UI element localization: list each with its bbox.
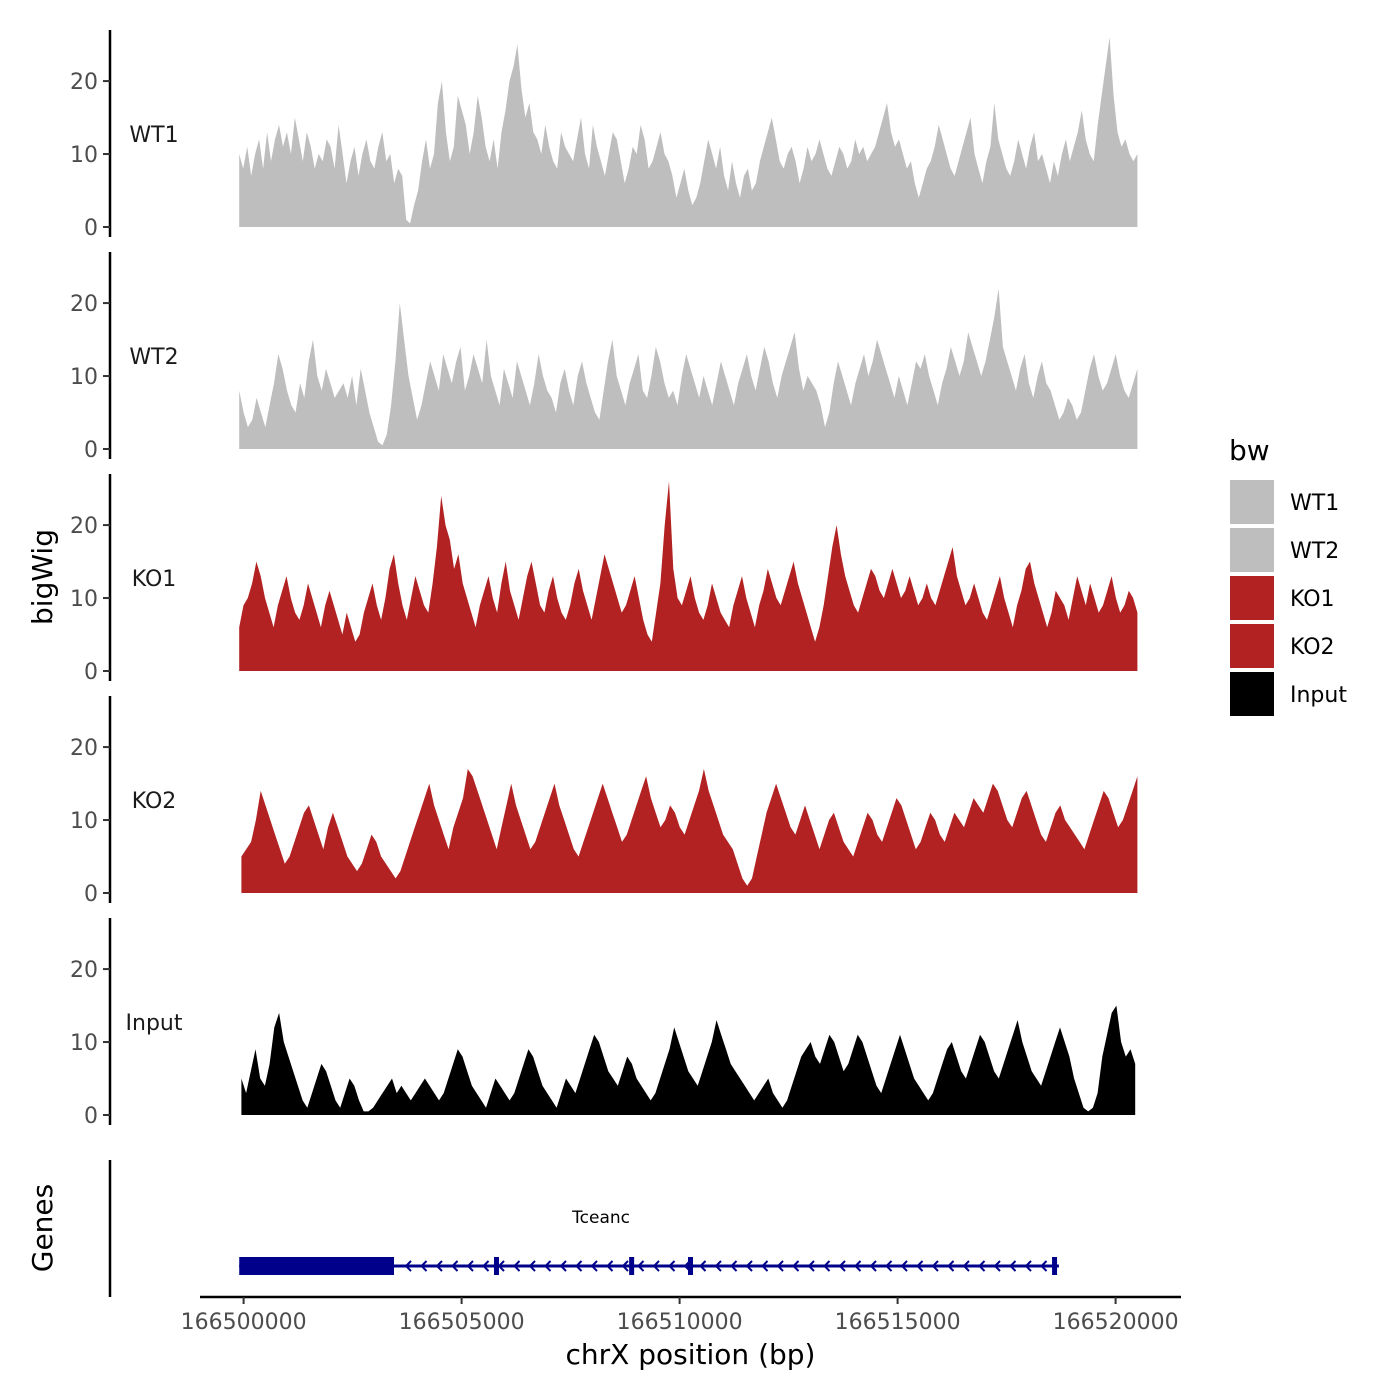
y-tick-label-ko1-10: 10 bbox=[70, 587, 98, 612]
signal-area-input bbox=[241, 1005, 1136, 1115]
gene-strand-arrow bbox=[745, 1260, 753, 1272]
gene-strand-arrow bbox=[513, 1260, 521, 1272]
gene-strand-arrow bbox=[544, 1260, 552, 1272]
y-tick-label-wt1-20: 20 bbox=[70, 70, 98, 95]
gene-strand-arrow bbox=[730, 1260, 738, 1272]
track-label-wt1: WT1 bbox=[129, 123, 178, 148]
gene-strand-arrow bbox=[978, 1260, 986, 1272]
legend-swatch-input bbox=[1230, 672, 1274, 716]
signal-area-ko2 bbox=[241, 769, 1138, 893]
track-label-input: Input bbox=[126, 1011, 183, 1036]
legend-label-wt1: WT1 bbox=[1290, 491, 1339, 516]
gene-strand-arrow bbox=[854, 1260, 862, 1272]
gene-strand-arrow bbox=[916, 1260, 924, 1272]
gene-strand-arrow bbox=[606, 1260, 614, 1272]
signal-area-wt2 bbox=[239, 288, 1138, 449]
legend-label-input: Input bbox=[1290, 683, 1347, 708]
gene-strand-arrow bbox=[482, 1260, 490, 1272]
gene-strand-arrow bbox=[947, 1260, 955, 1272]
gene-label-tceanc: Tceanc bbox=[571, 1208, 630, 1228]
gene-strand-arrow bbox=[420, 1260, 428, 1272]
y-tick-label-ko2-20: 20 bbox=[70, 736, 98, 761]
gene-strand-arrow bbox=[761, 1260, 769, 1272]
gene-strand-arrow bbox=[838, 1260, 846, 1272]
x-tick-label-166515000: 166515000 bbox=[835, 1310, 961, 1335]
gene-strand-arrow bbox=[497, 1260, 505, 1272]
gene-strand-arrow bbox=[575, 1260, 583, 1272]
gene-strand-arrow bbox=[714, 1260, 722, 1272]
legend-label-ko1: KO1 bbox=[1290, 587, 1335, 612]
gene-strand-arrow bbox=[807, 1260, 815, 1272]
legend-label-wt2: WT2 bbox=[1290, 539, 1339, 564]
gene-strand-arrow bbox=[1040, 1260, 1048, 1272]
y-tick-label-ko1-20: 20 bbox=[70, 514, 98, 539]
y-tick-label-wt2-0: 0 bbox=[84, 438, 98, 463]
gene-strand-arrow bbox=[559, 1260, 567, 1272]
x-axis-title: chrX position (bp) bbox=[566, 1338, 816, 1371]
legend-title: bw bbox=[1229, 434, 1270, 467]
legend-swatch-wt2 bbox=[1230, 528, 1274, 572]
gene-strand-arrow bbox=[621, 1260, 629, 1272]
gene-exon bbox=[1052, 1257, 1058, 1275]
genes-axis-title: Genes bbox=[26, 1184, 59, 1272]
legend-label-ko2: KO2 bbox=[1290, 635, 1335, 660]
legend-swatch-ko1 bbox=[1230, 576, 1274, 620]
y-tick-label-ko1-0: 0 bbox=[84, 660, 98, 685]
x-tick-label-166510000: 166510000 bbox=[617, 1310, 743, 1335]
y-tick-label-input-0: 0 bbox=[84, 1104, 98, 1129]
gene-strand-arrow bbox=[528, 1260, 536, 1272]
gene-strand-arrow bbox=[885, 1260, 893, 1272]
signal-area-wt1 bbox=[239, 37, 1138, 227]
signal-area-ko1 bbox=[239, 481, 1138, 671]
gene-strand-arrow bbox=[466, 1260, 474, 1272]
gene-strand-arrow bbox=[869, 1260, 877, 1272]
y-tick-label-wt2-10: 10 bbox=[70, 365, 98, 390]
x-tick-label-166520000: 166520000 bbox=[1053, 1310, 1179, 1335]
gene-strand-arrow bbox=[900, 1260, 908, 1272]
gene-strand-arrow bbox=[637, 1260, 645, 1272]
legend-swatch-wt1 bbox=[1230, 480, 1274, 524]
x-tick-label-166505000: 166505000 bbox=[399, 1310, 525, 1335]
gene-strand-arrow bbox=[823, 1260, 831, 1272]
gene-strand-arrow bbox=[451, 1260, 459, 1272]
gene-strand-arrow bbox=[962, 1260, 970, 1272]
gene-strand-arrow bbox=[1024, 1260, 1032, 1272]
gene-exon-block bbox=[239, 1257, 395, 1275]
gene-strand-arrow bbox=[776, 1260, 784, 1272]
track-label-ko2: KO2 bbox=[132, 789, 177, 814]
track-label-wt2: WT2 bbox=[129, 345, 178, 370]
gene-exon bbox=[688, 1257, 693, 1275]
gene-strand-arrow bbox=[699, 1260, 707, 1272]
gene-strand-arrow bbox=[792, 1260, 800, 1272]
gene-strand-arrow bbox=[931, 1260, 939, 1272]
gene-strand-arrow bbox=[590, 1260, 598, 1272]
gene-strand-arrow bbox=[435, 1260, 443, 1272]
gene-strand-arrow bbox=[993, 1260, 1001, 1272]
legend-swatch-ko2 bbox=[1230, 624, 1274, 668]
gene-exon bbox=[629, 1257, 635, 1275]
y-tick-label-input-10: 10 bbox=[70, 1031, 98, 1056]
track-label-ko1: KO1 bbox=[132, 567, 177, 592]
gene-strand-arrow bbox=[1009, 1260, 1017, 1272]
y-tick-label-ko2-0: 0 bbox=[84, 882, 98, 907]
gene-strand-arrow bbox=[404, 1260, 412, 1272]
y-tick-label-input-20: 20 bbox=[70, 958, 98, 983]
x-tick-label-166500000: 166500000 bbox=[181, 1310, 307, 1335]
y-tick-label-wt1-0: 0 bbox=[84, 216, 98, 241]
y-axis-title: bigWig bbox=[26, 529, 59, 625]
gene-strand-arrow bbox=[668, 1260, 676, 1272]
gene-exon bbox=[493, 1257, 499, 1275]
gene-strand-arrow bbox=[652, 1260, 660, 1272]
y-tick-label-wt2-20: 20 bbox=[70, 292, 98, 317]
y-tick-label-wt1-10: 10 bbox=[70, 143, 98, 168]
y-tick-label-ko2-10: 10 bbox=[70, 809, 98, 834]
